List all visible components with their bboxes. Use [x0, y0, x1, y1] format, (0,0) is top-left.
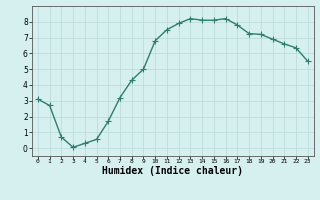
X-axis label: Humidex (Indice chaleur): Humidex (Indice chaleur) — [102, 166, 243, 176]
